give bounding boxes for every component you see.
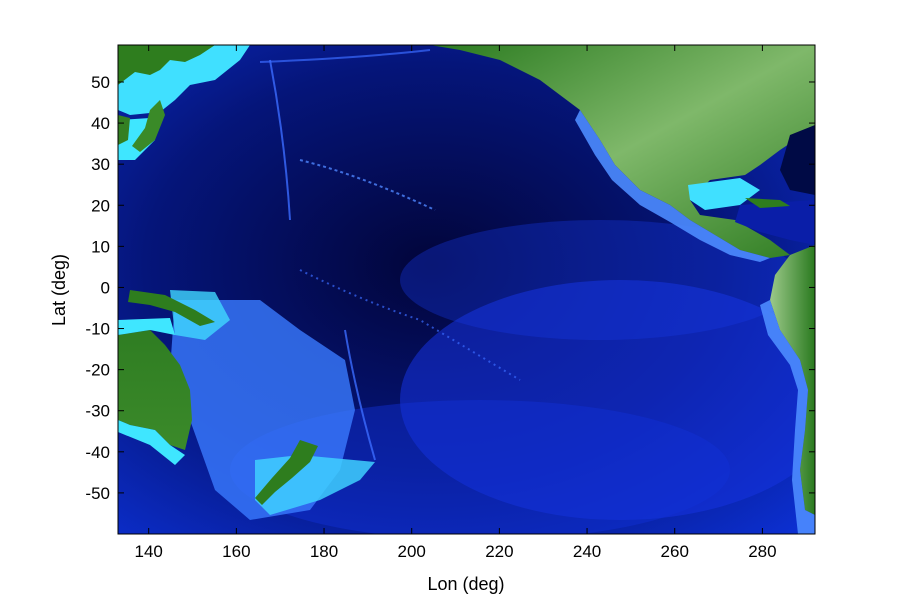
x-tick-label: 260 [661,542,689,561]
x-tick-label: 140 [134,542,162,561]
aleutian-arc [259,49,431,63]
x-tick-label: 280 [748,542,776,561]
x-tick-label: 180 [310,542,338,561]
y-axis-ticks: 50 40 30 20 10 0 -10 -20 -30 -40 -50 [85,73,815,503]
east-pacific-rise-glow [400,280,815,520]
mariana-arc [269,59,291,221]
y-axis-label: Lat (deg) [49,254,69,326]
tonga-kermadec-arc [344,329,376,461]
caribbean-sea [735,200,815,245]
land-japan [132,100,165,152]
y-tick-label: -20 [85,361,110,380]
south-pacific-glow [230,400,730,534]
y-tick-label: -40 [85,443,110,462]
land-new-zealand [255,440,318,505]
equatorial-glow [400,220,800,340]
y-tick-label: 0 [101,278,110,297]
y-tick-label: 50 [91,73,110,92]
land-north-america [430,45,815,258]
y-tick-label: 10 [91,237,110,256]
y-tick-label: -10 [85,320,110,339]
hawaiian-chain [299,159,436,211]
x-tick-label: 160 [222,542,250,561]
land-korea [118,115,130,145]
x-axis-ticks: 140 160 180 200 220 240 260 280 [134,45,777,561]
map-plot-area [118,45,815,534]
y-tick-label: 30 [91,155,110,174]
land-new-guinea [128,290,215,326]
x-axis-label: Lon (deg) [427,574,504,594]
land-south-america [770,245,815,515]
x-tick-label: 220 [485,542,513,561]
land-cuba [745,198,790,208]
shelf-australia-south [118,420,185,465]
shelf-south-america [760,300,815,534]
gulf-of-mexico-shelf [688,178,760,210]
land-australia [118,330,192,450]
axes-frame [117,44,816,535]
y-tick-label: 40 [91,114,110,133]
y-tick-label: 20 [91,196,110,215]
y-tick-label: -50 [85,484,110,503]
y-tick-label: -30 [85,402,110,421]
atlantic-ne [780,125,815,195]
shelf-australia-north [118,318,175,335]
x-tick-label: 200 [398,542,426,561]
x-tick-label: 240 [573,542,601,561]
land-asia [118,45,215,85]
